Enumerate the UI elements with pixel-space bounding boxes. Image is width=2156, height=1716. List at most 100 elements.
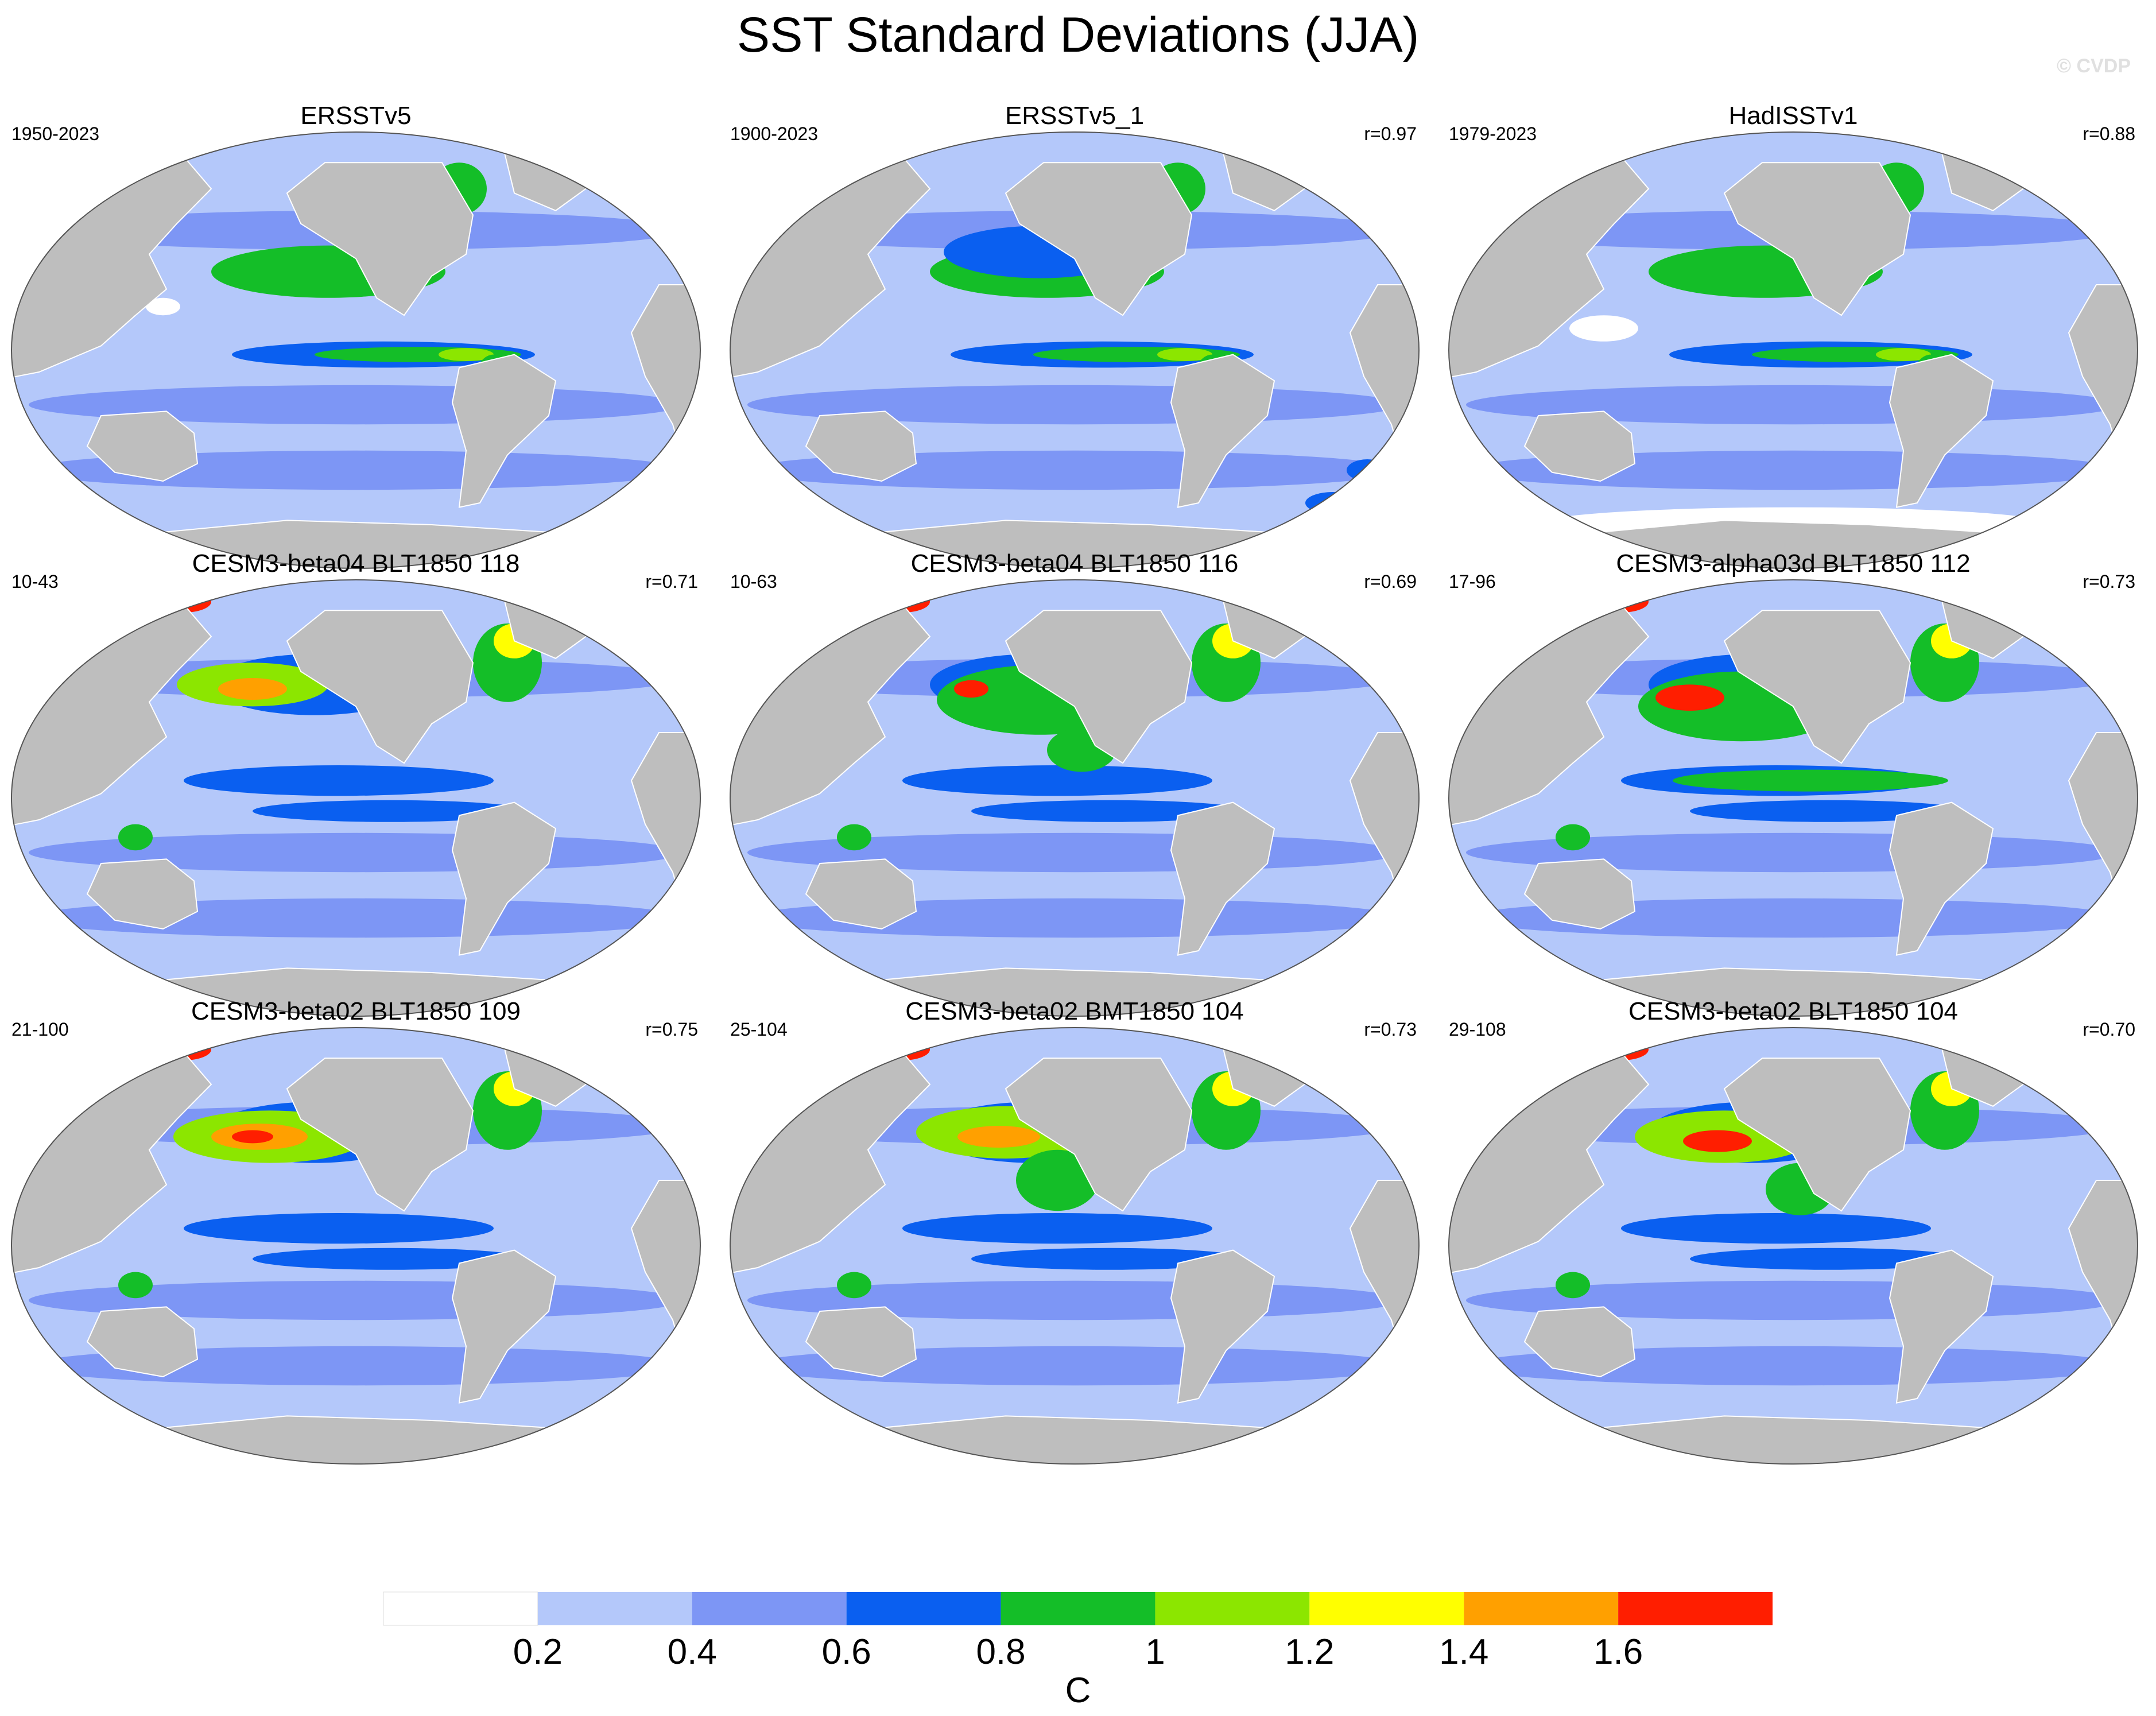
sst-anomaly — [902, 1213, 1212, 1244]
panel-period: 17-96 — [1449, 571, 1496, 592]
colorbar-swatch — [1001, 1592, 1155, 1625]
sst-anomaly — [1556, 824, 1590, 851]
land-australia — [805, 410, 917, 482]
sst-anomaly — [1569, 315, 1638, 342]
land-australia — [86, 858, 199, 930]
land-north-america — [286, 162, 474, 316]
colorbar-swatch — [692, 1592, 847, 1625]
sst-anomaly — [232, 1130, 273, 1144]
panel-title: CESM3-beta02 BMT1850 104 — [905, 997, 1243, 1025]
sst-anomaly — [1016, 1149, 1099, 1211]
colorbar: 0.2 0.4 0.6 0.8 1 1.2 1.4 1.6 C — [383, 1591, 1773, 1710]
panel-title: CESM3-beta04 BLT1850 116 — [911, 549, 1239, 578]
colorbar-tick-label: 1.4 — [1439, 1632, 1488, 1672]
panel-correlation: r=0.73 — [1364, 1019, 1417, 1040]
map-panel: ERSSTv5_1 1900-2023 r=0.97 — [730, 102, 1420, 569]
sst-anomaly — [837, 824, 871, 851]
colorbar-tick-label: 1 — [1145, 1632, 1165, 1672]
land-north-america — [1005, 610, 1193, 764]
map-outline — [730, 1027, 1420, 1465]
map-outline — [1448, 1027, 2138, 1465]
colorbar-swatch — [1464, 1592, 1619, 1625]
land-north-america — [1723, 162, 1911, 316]
map-panel: CESM3-beta04 BLT1850 116 10-63 r=0.69 — [730, 549, 1420, 1017]
land-south-america — [451, 354, 557, 508]
sst-anomaly — [1621, 1213, 1931, 1244]
panel-correlation: r=0.88 — [2083, 123, 2135, 144]
map-panel: CESM3-beta04 BLT1850 118 10-43 r=0.71 — [11, 549, 701, 1017]
colorbar-tick-label: 1.6 — [1593, 1632, 1643, 1672]
map-field — [1449, 580, 2138, 1016]
panel-period: 10-63 — [730, 571, 777, 592]
panel-correlation: r=0.73 — [2083, 571, 2135, 592]
land-north-america — [1005, 1058, 1193, 1212]
land-australia — [1523, 1306, 1636, 1378]
sst-anomaly — [954, 680, 988, 698]
sst-anomaly — [184, 765, 494, 796]
land-south-america — [1170, 354, 1275, 508]
sst-anomaly — [1556, 1272, 1590, 1299]
land-north-america — [1723, 610, 1911, 764]
panel-correlation: r=0.71 — [645, 571, 698, 592]
colorbar-tick-label: 0.4 — [668, 1632, 717, 1672]
land-australia — [805, 1306, 917, 1378]
colorbar-tick-label: 0.8 — [976, 1632, 1025, 1672]
sst-anomaly — [118, 1272, 153, 1299]
map-panel: CESM3-alpha03d BLT1850 112 17-96 r=0.73 — [1448, 549, 2138, 1017]
sst-anomaly — [184, 1213, 494, 1244]
sst-anomaly — [1157, 348, 1212, 361]
sst-anomaly — [1876, 348, 1931, 361]
sst-anomaly — [837, 1272, 871, 1299]
colorbar-tick-label: 0.2 — [513, 1632, 563, 1672]
land-north-america — [1723, 1058, 1911, 1212]
colorbar-swatch — [1155, 1592, 1310, 1625]
map-outline — [11, 131, 701, 569]
sst-anomaly — [1673, 769, 1948, 792]
land-australia — [1523, 858, 1636, 930]
panel-title: ERSSTv5_1 — [1005, 102, 1144, 130]
sst-anomaly — [439, 348, 494, 361]
sst-anomaly — [1683, 1130, 1752, 1152]
panel-title: ERSSTv5 — [300, 102, 411, 130]
sst-anomaly — [957, 1126, 1040, 1148]
map-field — [1449, 1028, 2138, 1464]
land-south-america — [451, 1249, 557, 1404]
land-south-america — [1170, 1249, 1275, 1404]
sst-anomaly — [1347, 459, 1388, 481]
panel-period: 1950-2023 — [11, 123, 99, 144]
map-panel: CESM3-beta02 BLT1850 104 29-108 r=0.70 — [1448, 997, 2138, 1465]
land-south-america — [1889, 1249, 1994, 1404]
land-australia — [86, 410, 199, 482]
panel-period: 25-104 — [730, 1019, 788, 1040]
land-north-america — [1005, 162, 1193, 316]
land-south-america — [1170, 801, 1275, 956]
figure-title: SST Standard Deviations (JJA) — [737, 7, 1420, 63]
map-outline — [1448, 579, 2138, 1017]
map-panel: ERSSTv5 1950-2023 — [11, 102, 701, 569]
panel-correlation: r=0.69 — [1364, 571, 1417, 592]
sst-anomaly — [146, 297, 180, 316]
map-panels: ERSSTv5 1950-2023 ERSSTv5_1 1900-2023 r=0.97… — [11, 102, 2138, 1465]
panel-period: 21-100 — [11, 1019, 69, 1040]
map-outline — [11, 1027, 701, 1465]
panel-period: 29-108 — [1449, 1019, 1506, 1040]
panel-correlation: r=0.70 — [2083, 1019, 2135, 1040]
land-australia — [1523, 410, 1636, 482]
map-panel: HadISSTv1 1979-2023 r=0.88 — [1448, 102, 2138, 569]
panel-title: CESM3-beta02 BLT1850 104 — [1628, 997, 1958, 1025]
land-australia — [805, 858, 917, 930]
map-field — [730, 132, 1419, 568]
panel-title: CESM3-beta04 BLT1850 118 — [192, 549, 520, 578]
panel-title: CESM3-beta02 BLT1850 109 — [191, 997, 521, 1025]
land-south-america — [451, 801, 557, 956]
land-australia — [86, 1306, 199, 1378]
colorbar-swatch — [1618, 1592, 1773, 1625]
sst-anomaly — [118, 824, 153, 851]
panel-correlation: r=0.75 — [645, 1019, 698, 1040]
colorbar-unit: C — [1065, 1671, 1091, 1710]
panel-correlation: r=0.97 — [1364, 123, 1417, 144]
colorbar-swatch — [537, 1592, 692, 1625]
panel-period: 10-43 — [11, 571, 59, 592]
sst-anomaly — [1655, 684, 1724, 711]
